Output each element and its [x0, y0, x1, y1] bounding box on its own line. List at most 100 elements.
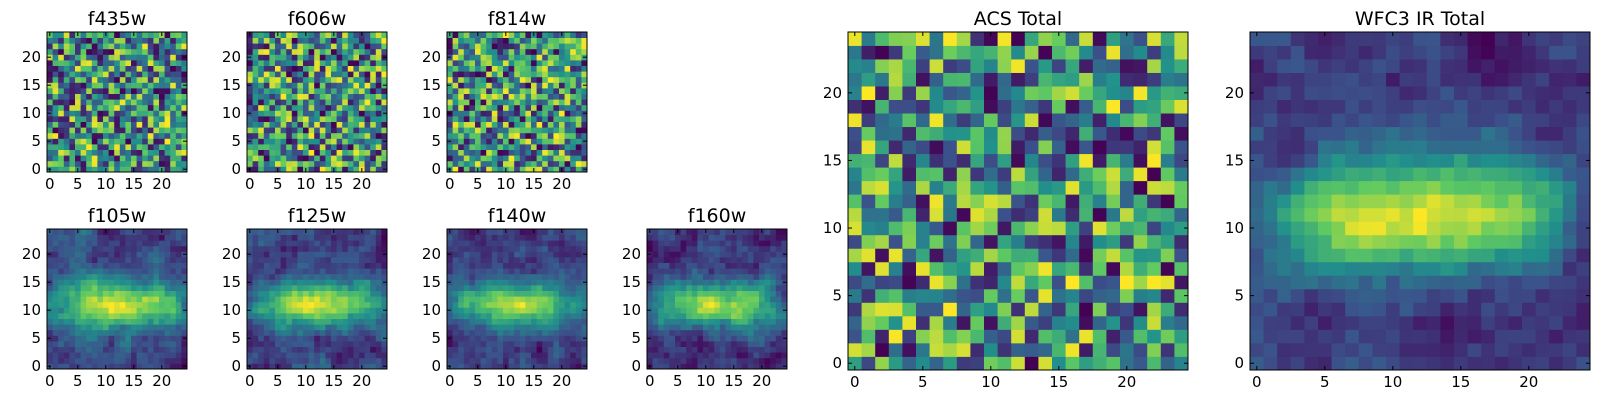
heatmap-cell — [159, 279, 165, 286]
heatmap-cell — [114, 82, 121, 89]
heatmap-cell — [291, 88, 298, 94]
heatmap-cell — [703, 268, 709, 275]
heatmap-cell — [136, 32, 143, 38]
heatmap-cell — [297, 257, 304, 263]
heatmap-cell — [314, 144, 321, 150]
heatmap-cell — [861, 153, 876, 168]
heatmap-cell — [536, 285, 543, 291]
heatmap-cell — [108, 346, 115, 353]
heatmap-cell — [47, 318, 53, 325]
heatmap-cell — [142, 273, 149, 280]
heatmap-cell — [575, 335, 582, 342]
heatmap-cell — [781, 257, 788, 263]
heatmap-cell — [736, 290, 743, 297]
heatmap-cell — [319, 307, 326, 314]
heatmap-cell — [508, 71, 515, 78]
heatmap-cell — [114, 88, 121, 94]
heatmap-cell — [314, 352, 321, 359]
heatmap-cell — [308, 144, 315, 150]
heatmap-cell — [331, 93, 337, 100]
heatmap-cell — [719, 257, 726, 263]
heatmap-cell — [663, 324, 670, 331]
heatmap-cell — [314, 37, 321, 44]
heatmap-cell — [575, 54, 582, 61]
heatmap-cell — [475, 313, 481, 319]
heatmap-cell — [52, 82, 59, 89]
heatmap-cell — [491, 262, 498, 269]
heatmap-cell — [347, 99, 354, 106]
heatmap-cell — [353, 99, 360, 106]
heatmap-cell — [331, 71, 337, 78]
heatmap-cell — [103, 71, 109, 78]
heatmap-cell — [736, 273, 743, 280]
heatmap-cell — [291, 335, 298, 342]
heatmap-cell — [103, 234, 109, 241]
heatmap-cell — [469, 121, 476, 128]
heatmap-cell — [175, 290, 182, 297]
heatmap-cell — [314, 155, 321, 162]
heatmap-cell — [525, 285, 532, 291]
heatmap-cell — [370, 335, 377, 342]
heatmap-cell — [861, 221, 876, 236]
heatmap-cell — [686, 301, 693, 308]
heatmap-cell — [142, 65, 149, 72]
heatmap-cell — [564, 301, 571, 308]
heatmap-cell — [663, 307, 670, 314]
heatmap-cell — [159, 116, 165, 122]
heatmap-cell — [375, 273, 382, 280]
heatmap-cell — [475, 251, 481, 258]
heatmap-cell — [136, 43, 143, 50]
heatmap-cell — [52, 104, 59, 111]
heatmap-cell — [447, 352, 453, 359]
heatmap-cell — [364, 48, 371, 55]
heatmap-cell — [364, 37, 371, 44]
heatmap-cell — [775, 363, 782, 370]
heatmap-cell — [1147, 288, 1162, 303]
heatmap-cell — [575, 48, 582, 55]
heatmap-cell — [697, 296, 704, 303]
heatmap-cell — [519, 48, 526, 55]
heatmap-cell — [258, 144, 265, 150]
heatmap-cell — [80, 76, 87, 83]
heatmap-cell — [125, 251, 132, 258]
heatmap-cell — [970, 248, 985, 263]
heatmap-cell — [164, 166, 171, 173]
heatmap-cell — [97, 48, 104, 55]
heatmap-cell — [680, 229, 687, 235]
heatmap-cell — [142, 110, 149, 117]
heatmap-cell — [553, 160, 560, 167]
heatmap-cell — [759, 329, 765, 336]
heatmap-cell — [159, 82, 165, 89]
heatmap-cell — [286, 60, 293, 66]
heatmap-cell — [325, 285, 332, 291]
heatmap-cell — [91, 357, 98, 364]
heatmap-cell — [170, 335, 177, 342]
heatmap-cell — [131, 296, 137, 303]
heatmap-cell — [170, 257, 177, 263]
heatmap-cell — [1038, 194, 1053, 209]
heatmap-cell — [542, 296, 549, 303]
heatmap-cell — [714, 352, 721, 359]
heatmap-cell — [80, 144, 87, 150]
x-tick-label: 15 — [524, 372, 543, 390]
heatmap-cell — [525, 363, 532, 370]
heatmap-cell — [247, 127, 253, 134]
heatmap-cell — [458, 104, 465, 111]
heatmap-cell — [63, 144, 70, 150]
heatmap-cell — [170, 234, 177, 241]
heatmap-cell — [52, 279, 59, 286]
heatmap-cell — [97, 166, 104, 173]
heatmap-cell — [691, 240, 698, 247]
y-tick-label: 5 — [231, 329, 241, 347]
heatmap-cell — [542, 318, 549, 325]
heatmap-cell — [564, 71, 571, 78]
heatmap-cell — [503, 262, 509, 269]
heatmap-cell — [686, 268, 693, 275]
heatmap-cell — [514, 71, 521, 78]
heatmap-cell — [686, 279, 693, 286]
heatmap-cell — [147, 144, 154, 150]
heatmap-cell — [342, 82, 349, 89]
heatmap-cell — [125, 76, 132, 83]
heatmap-cell — [147, 329, 154, 336]
heatmap-cell — [181, 341, 188, 347]
